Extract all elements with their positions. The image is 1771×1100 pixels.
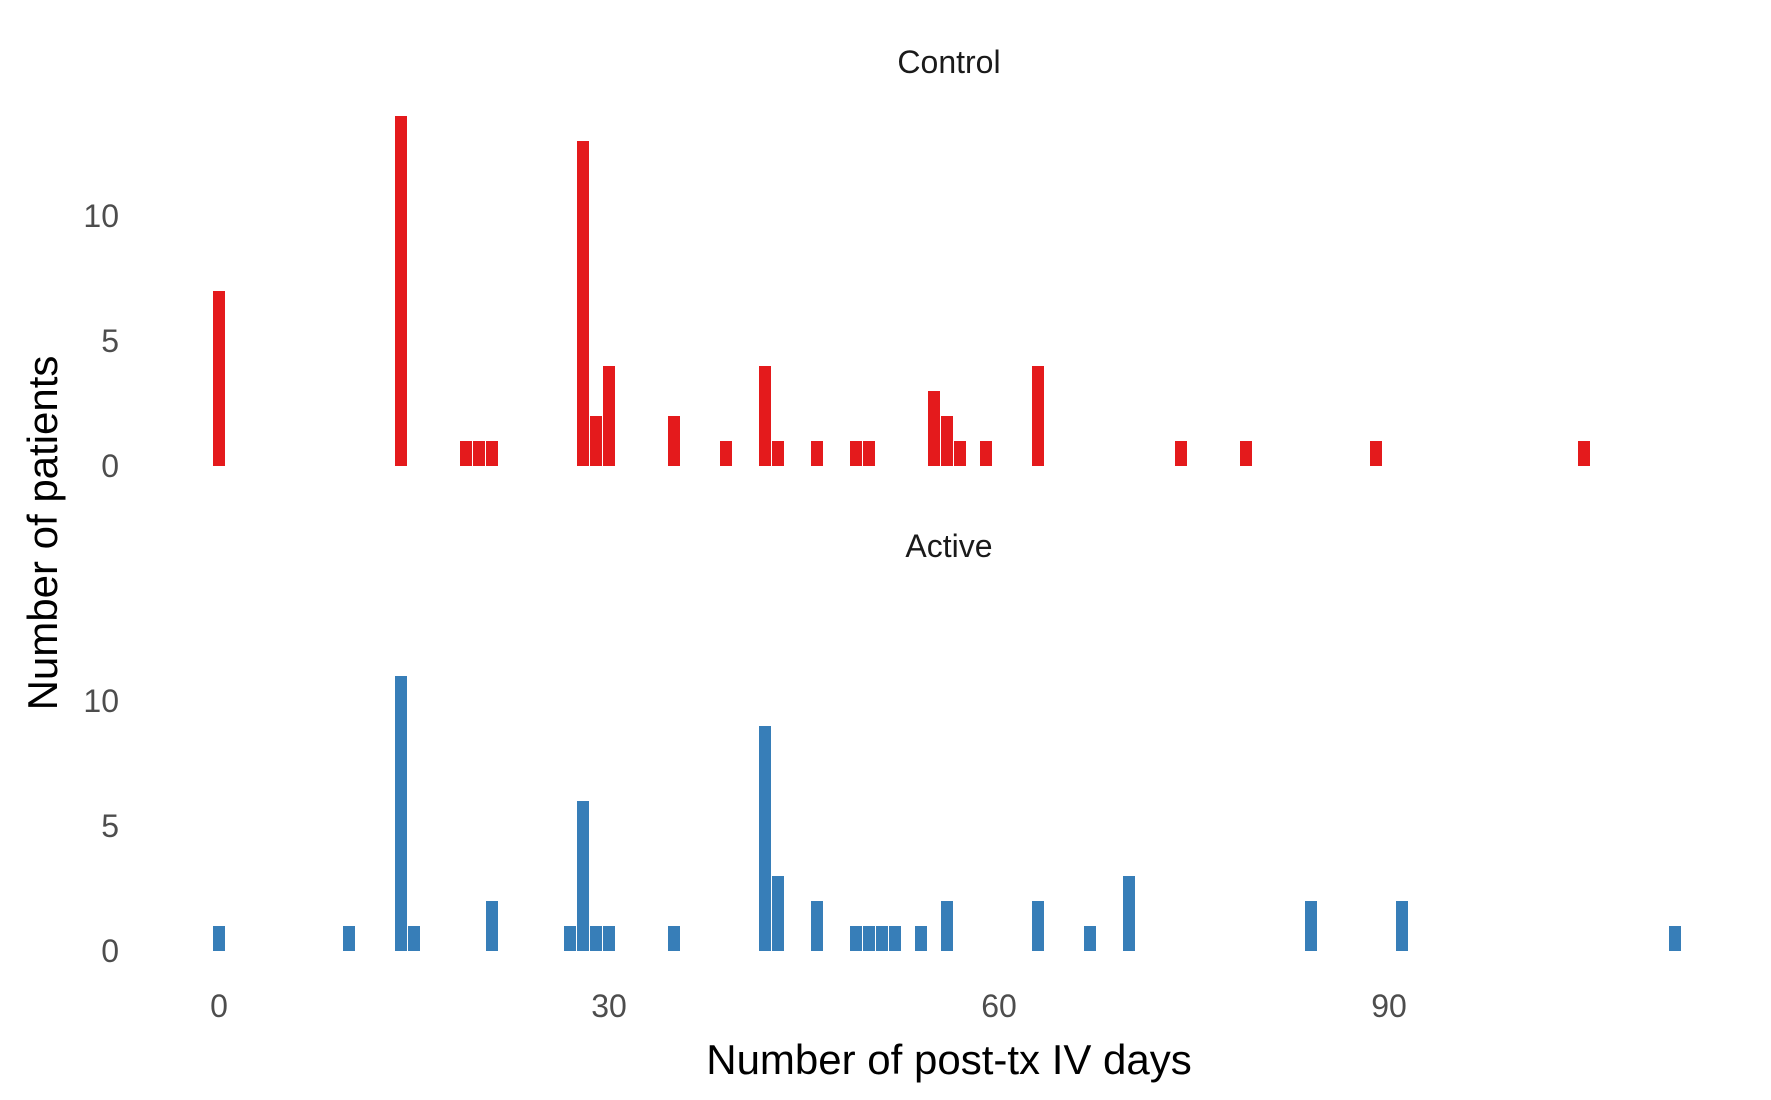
y-tick-label-control-10: 10: [83, 198, 119, 234]
bar-control-15: [928, 391, 940, 466]
bar-control-19: [1032, 366, 1044, 466]
y-axis-ticks-control: 0 5 10: [83, 198, 119, 484]
bars-control: [213, 116, 1590, 466]
bar-active-5: [564, 926, 576, 951]
bar-active-13: [850, 926, 862, 951]
bar-active-14: [863, 926, 875, 951]
bar-active-24: [1669, 926, 1681, 951]
bar-control-4: [486, 441, 498, 466]
bar-active-1: [343, 926, 355, 951]
bar-control-1: [395, 116, 407, 466]
x-tick-label-30: 30: [591, 988, 627, 1024]
panel-active: Active 0 5 10: [83, 528, 1681, 969]
bar-active-17: [915, 926, 927, 951]
bar-active-10: [759, 726, 771, 951]
bar-control-6: [590, 416, 602, 466]
bar-active-16: [889, 926, 901, 951]
bar-control-21: [1240, 441, 1252, 466]
bar-active-18: [941, 901, 953, 951]
bar-control-14: [863, 441, 875, 466]
bar-active-21: [1123, 876, 1135, 951]
bar-active-20: [1084, 926, 1096, 951]
bar-control-16: [941, 416, 953, 466]
panel-title-active: Active: [905, 528, 992, 564]
bar-active-15: [876, 926, 888, 951]
bar-active-9: [668, 926, 680, 951]
x-axis-title: Number of post-tx IV days: [706, 1036, 1192, 1083]
bar-control-23: [1578, 441, 1590, 466]
bar-active-7: [590, 926, 602, 951]
panel-title-control: Control: [897, 44, 1000, 80]
y-axis-ticks-active: 0 5 10: [83, 683, 119, 969]
bar-active-11: [772, 876, 784, 951]
bar-active-2: [395, 676, 407, 951]
bar-active-4: [486, 901, 498, 951]
bar-control-18: [980, 441, 992, 466]
bar-control-20: [1175, 441, 1187, 466]
y-tick-label-active-0: 0: [101, 933, 119, 969]
bar-active-22: [1305, 901, 1317, 951]
bar-active-19: [1032, 901, 1044, 951]
bar-control-8: [668, 416, 680, 466]
bar-control-12: [811, 441, 823, 466]
y-tick-label-control-5: 5: [101, 323, 119, 359]
bar-control-22: [1370, 441, 1382, 466]
x-axis-ticks: 0 30 60 90: [210, 988, 1407, 1024]
x-tick-label-90: 90: [1371, 988, 1407, 1024]
bar-control-9: [720, 441, 732, 466]
y-tick-label-control-0: 0: [101, 448, 119, 484]
panel-control: Control 0 5 10: [83, 44, 1590, 484]
bar-control-7: [603, 366, 615, 466]
bar-control-0: [213, 291, 225, 466]
bar-active-8: [603, 926, 615, 951]
y-tick-label-active-5: 5: [101, 808, 119, 844]
bar-active-12: [811, 901, 823, 951]
bar-active-6: [577, 801, 589, 951]
bar-control-2: [460, 441, 472, 466]
y-tick-label-active-10: 10: [83, 683, 119, 719]
bar-control-17: [954, 441, 966, 466]
x-tick-label-60: 60: [981, 988, 1017, 1024]
bar-control-11: [772, 441, 784, 466]
bar-control-10: [759, 366, 771, 466]
bar-active-3: [408, 926, 420, 951]
bar-active-23: [1396, 901, 1408, 951]
bar-control-5: [577, 141, 589, 466]
y-axis-title: Number of patients: [19, 356, 66, 711]
bars-active: [213, 676, 1681, 951]
x-tick-label-0: 0: [210, 988, 228, 1024]
bar-control-3: [473, 441, 485, 466]
bar-active-0: [213, 926, 225, 951]
bar-control-13: [850, 441, 862, 466]
